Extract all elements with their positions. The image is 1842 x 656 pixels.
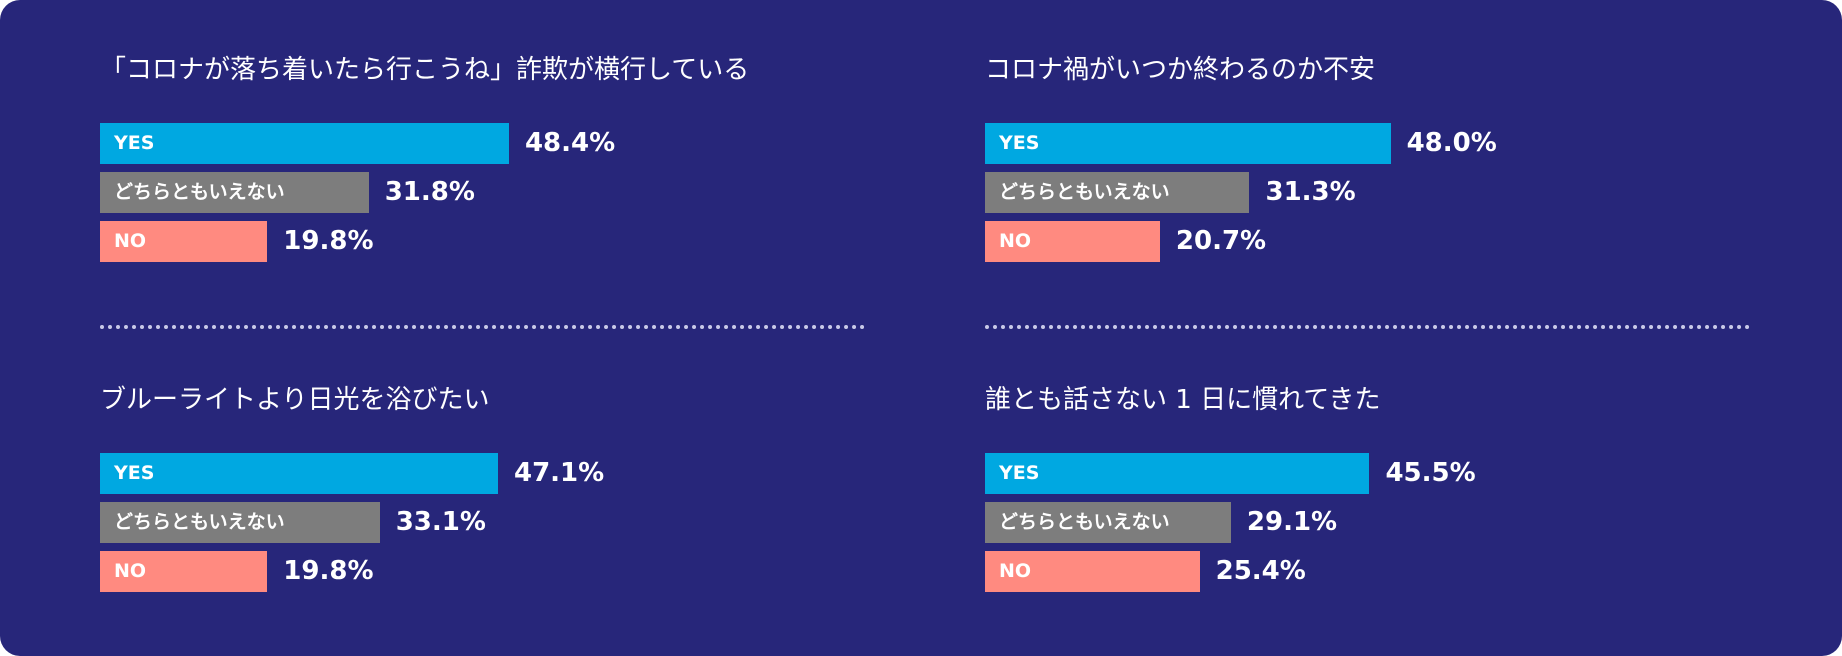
category-label-yes: YES: [114, 462, 155, 484]
data-label-no: 25.4%: [1215, 556, 1306, 586]
bar-chart: YES 47.1% どちらともいえない 33.1% NO 19.8%: [100, 453, 880, 593]
data-label-no: 19.8%: [283, 226, 374, 256]
category-label-yes: YES: [999, 132, 1040, 154]
category-label-no: NO: [999, 230, 1032, 252]
bar-row: どちらともいえない 31.3%: [985, 172, 1765, 213]
data-label-no: 20.7%: [1175, 226, 1267, 256]
category-label-neutral: どちらともいえない: [999, 511, 1170, 533]
chart-title: 誰とも話さない 1 日に慣れてきた: [985, 385, 1381, 415]
data-label-neutral: 29.1%: [1246, 507, 1338, 537]
data-label-yes: 47.1%: [513, 458, 605, 488]
chart-title: ブルーライトより日光を浴びたい: [100, 385, 490, 415]
bar-row: YES 48.0%: [985, 123, 1765, 164]
bar-row: どちらともいえない 31.8%: [100, 172, 880, 213]
category-label-neutral: どちらともいえない: [114, 511, 285, 533]
bar-chart: YES 48.4% どちらともいえない 31.8% NO 19.8%: [100, 123, 880, 263]
dotted-divider-right: [985, 325, 1750, 329]
bar-row: NO 25.4%: [985, 551, 1765, 592]
bar-row: YES 48.4%: [100, 123, 880, 164]
category-label-neutral: どちらともいえない: [114, 181, 285, 203]
bar-neutral: どちらともいえない: [985, 502, 1231, 543]
category-label-yes: YES: [999, 462, 1040, 484]
data-label-yes: 48.0%: [1406, 128, 1497, 158]
bar-no: NO: [100, 221, 268, 262]
bar-yes: YES: [985, 453, 1370, 494]
bar-neutral: どちらともいえない: [100, 502, 380, 543]
data-label-neutral: 31.3%: [1265, 177, 1356, 207]
category-label-no: NO: [999, 560, 1032, 582]
bar-chart: YES 48.0% どちらともいえない 31.3% NO 20.7%: [985, 123, 1765, 263]
bar-yes: YES: [985, 123, 1391, 164]
bar-no: NO: [985, 551, 1200, 592]
bar-yes: YES: [100, 453, 498, 494]
category-label-neutral: どちらともいえない: [999, 181, 1170, 203]
bar-row: どちらともいえない 33.1%: [100, 502, 880, 543]
category-label-no: NO: [114, 230, 147, 252]
bar-no: NO: [100, 551, 268, 592]
bar-chart: YES 45.5% どちらともいえない 29.1% NO 25.4%: [985, 453, 1765, 593]
category-label-yes: YES: [114, 132, 155, 154]
bar-no: NO: [985, 221, 1160, 262]
bar-row: YES 47.1%: [100, 453, 880, 494]
bar-neutral: どちらともいえない: [100, 172, 369, 213]
bar-row: どちらともいえない 29.1%: [985, 502, 1765, 543]
chart-title: 「コロナが落ち着いたら行こうね」詐欺が横行している: [100, 55, 750, 85]
dotted-divider-left: [100, 325, 865, 329]
data-label-neutral: 33.1%: [395, 507, 486, 537]
chart-title: コロナ禍がいつか終わるのか不安: [985, 55, 1376, 85]
category-label-no: NO: [114, 560, 147, 582]
data-label-no: 19.8%: [283, 556, 374, 586]
bar-row: YES 45.5%: [985, 453, 1765, 494]
data-label-yes: 48.4%: [524, 128, 616, 158]
bar-yes: YES: [100, 123, 509, 164]
bar-row: NO 20.7%: [985, 221, 1765, 262]
data-label-yes: 45.5%: [1385, 458, 1476, 488]
bar-row: NO 19.8%: [100, 551, 880, 592]
data-label-neutral: 31.8%: [384, 177, 475, 207]
bar-row: NO 19.8%: [100, 221, 880, 262]
bar-neutral: どちらともいえない: [985, 172, 1250, 213]
